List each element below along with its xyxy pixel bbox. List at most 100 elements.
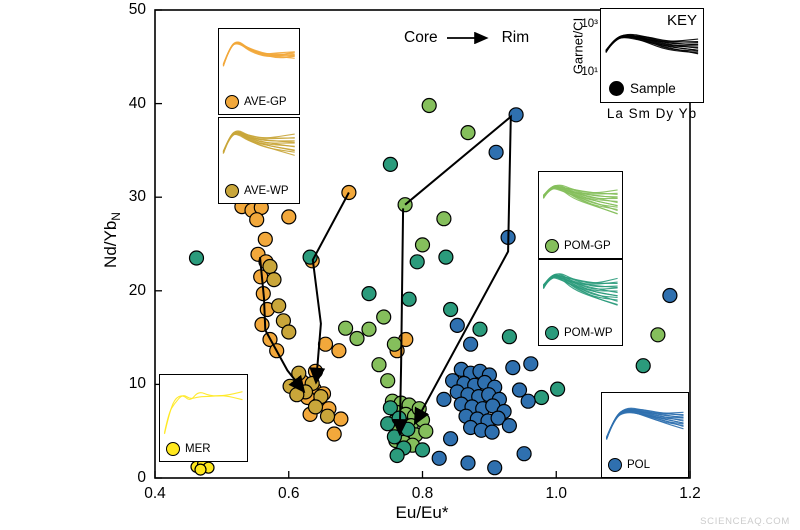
scatter-point-pom-gp (376, 309, 392, 325)
scatter-point-pom-wp (472, 321, 488, 337)
scatter-point-pom-gp (436, 211, 452, 227)
inset-mer: MER (159, 374, 248, 462)
core-label: Core (404, 29, 438, 46)
scatter-point-pom-gp (371, 357, 387, 373)
scatter-point-mer (194, 463, 207, 476)
x-tick-label: 0.6 (277, 485, 300, 502)
scatter-point-pom-wp (414, 442, 431, 458)
scatter-point-ave-gp (281, 209, 297, 225)
ree-pattern-line (542, 276, 618, 306)
x-axis-label: Eu/Eu* (395, 503, 449, 522)
ree-pattern-line (542, 277, 618, 306)
y-tick-label: 30 (128, 188, 146, 206)
scatter-point-pol (487, 460, 503, 476)
scatter-point-ave-gp (257, 231, 273, 247)
core-rim-trajectory (309, 192, 350, 385)
scatter-point-ave-wp (307, 399, 324, 415)
inset-pom-gp: POM-GP (538, 171, 623, 259)
key-inset: KEY Sample (600, 8, 704, 103)
key-title: KEY (666, 12, 697, 29)
core-rim-arrow-icon (446, 32, 489, 44)
y-tick-label: 40 (128, 94, 146, 112)
ree-pattern-pol (605, 407, 684, 440)
scatter-point-ave-gp (254, 316, 270, 333)
scatter-point-pol (662, 287, 678, 304)
core-rim-trajectory (392, 208, 409, 437)
scatter-point-ave-wp (266, 272, 282, 288)
x-tick-label: 0.4 (144, 485, 166, 502)
watermark: SCIENCEAQ.COM (700, 516, 790, 527)
y-tick-label: 50 (128, 1, 146, 18)
scatter-point-pom-gp (421, 97, 437, 114)
ree-pattern-line (163, 395, 243, 433)
scatter-point-pol (484, 424, 500, 440)
ree-pattern-pom-gp (542, 184, 618, 215)
key-sample-label: Sample (630, 81, 676, 96)
scatter-point-pol (488, 144, 504, 160)
scatter-point-pom-wp (401, 291, 417, 307)
legend-entry-ave-wp: AVE-WP (225, 184, 289, 198)
scatter-point-pol (516, 446, 532, 462)
legend-entry-ave-gp: AVE-GP (225, 95, 287, 109)
scatter-point-pom-gp (418, 423, 434, 439)
scatter-point-ave-wp (319, 408, 336, 424)
legend-label-ave-wp: AVE-WP (244, 185, 289, 197)
key-x-axis-labels: La Sm Dy Yb (606, 106, 698, 121)
y-axis-label: Nd/YbN (101, 212, 123, 268)
scatter-point-pom-gp (338, 320, 354, 336)
scatter-point-pol (508, 107, 524, 123)
ree-pattern-line (222, 42, 295, 67)
x-tick-label: 1.0 (545, 485, 568, 502)
scatter-point-pom-gp (650, 327, 666, 343)
scatter-point-pol (443, 431, 459, 447)
scatter-point-pom-gp (380, 373, 396, 389)
ree-pattern-line (542, 187, 618, 215)
scatter-point-ave-wp (281, 324, 297, 340)
scatter-point-ave-wp (262, 258, 278, 275)
legend-label-ave-gp: AVE-GP (244, 96, 287, 108)
scatter-point-pol (520, 393, 536, 409)
scatter-point-ave-gp (333, 411, 349, 427)
legend-marker-ave-gp (225, 95, 239, 109)
inset-pom-wp: POM-WP (538, 259, 623, 346)
scatter-point-pol (511, 382, 528, 398)
ree-pattern-line (542, 188, 618, 215)
y-tick-label: 0 (137, 469, 146, 486)
scatter-point-pol (501, 418, 517, 434)
inset-ave-gp: AVE-GP (218, 28, 300, 115)
scatter-point-pom-wp (409, 254, 425, 270)
scatter-point-pom-gp (386, 336, 402, 352)
legend-marker-mer (166, 442, 180, 456)
x-tick-label: 0.8 (411, 485, 434, 502)
legend-entry-pom-gp: POM-GP (545, 239, 611, 253)
scatter-point-pol (436, 391, 452, 407)
y-tick-label: 20 (128, 281, 146, 299)
scatter-point-ave-gp (249, 212, 265, 228)
legend-marker-pom-wp (545, 326, 559, 340)
legend-entry-mer: MER (166, 442, 211, 456)
ree-pattern-line (605, 36, 699, 54)
rim-label: Rim (501, 29, 530, 46)
scatter-point-ave-gp (326, 426, 342, 442)
scatter-point-pol (523, 356, 539, 372)
y-tick-label: 10 (128, 375, 146, 393)
scatter-point-pom-wp (400, 421, 416, 437)
core-rim-trajectory (259, 257, 306, 394)
key-y-tick-bottom: 10¹ (581, 66, 598, 78)
ree-pattern-line (163, 391, 243, 435)
legend-marker-pol (608, 458, 622, 472)
legend-marker-pom-gp (545, 239, 559, 253)
legend-label-pol: POL (627, 459, 651, 471)
ree-pattern-line (605, 37, 699, 55)
scatter-point-pom-wp (382, 400, 398, 416)
scatter-point-pom-wp (389, 447, 405, 464)
ree-pattern-pom-wp (542, 273, 618, 306)
y-axis-label-main: Nd/Yb (100, 220, 120, 268)
scatter-point-pom-wp (443, 301, 459, 318)
inset-pol: POL (601, 392, 689, 478)
ree-pattern-ave-gp (222, 41, 295, 67)
ree-pattern-ave-wp (222, 130, 295, 156)
core-rim-annotation: Core Rim (404, 29, 529, 47)
y-axis-label-sub: N (109, 212, 124, 221)
